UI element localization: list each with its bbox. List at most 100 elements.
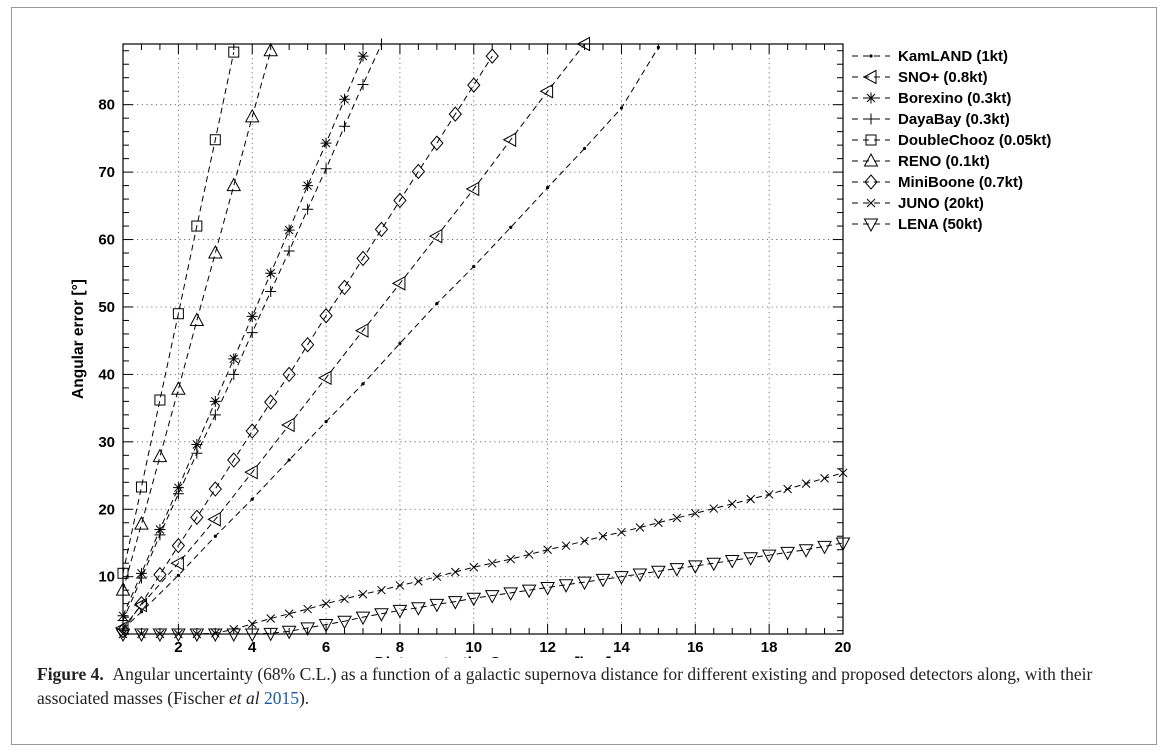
angular-error-chart: 2 4 6 8 10 12 14 16 18 20 10 20 30 40 50 60 70 80 Distance…: [70, 36, 1051, 658]
y-tick-label: 50: [98, 299, 115, 316]
legend-marker-borexino: [865, 92, 877, 104]
caption-et-al: et al: [228, 688, 260, 708]
data-point-kamland: [250, 497, 254, 501]
data-point-reno: [171, 381, 186, 395]
data-point-juno: [469, 562, 479, 572]
data-point-lena: [761, 549, 777, 564]
x-tick-label: 8: [396, 639, 404, 656]
data-point-sno: [391, 276, 406, 291]
series-juno: [118, 468, 848, 639]
data-point-lena: [429, 598, 445, 613]
data-point-kamland: [361, 382, 365, 386]
data-point-lena: [392, 604, 408, 619]
series-kamland: [121, 45, 660, 631]
citation-year-link[interactable]: 2015: [263, 688, 299, 708]
data-point-borexino: [339, 93, 351, 105]
axis-ticks: [123, 44, 843, 634]
data-point-juno: [690, 508, 700, 518]
data-point-sno: [244, 464, 258, 480]
x-tick-label: 12: [539, 639, 556, 656]
data-point-kamland: [213, 534, 217, 538]
data-point-dayabay: [154, 529, 166, 541]
data-point-juno: [580, 536, 589, 546]
data-point-sno: [428, 228, 443, 244]
figure-frame: 2 4 6 8 10 12 14 16 18 20 10 20 30 40 50 60 70 80 Distance…: [11, 7, 1157, 745]
legend: KamLAND (1kt) SNO+ (0.8kt) Borexino (0.3kt…: [852, 48, 1051, 233]
data-point-juno: [801, 479, 811, 488]
data-point-borexino: [357, 50, 369, 62]
data-point-doublechooz: [191, 220, 203, 232]
legend-label-sno: SNO+ (0.8kt): [898, 69, 988, 86]
x-tick-label: 2: [174, 639, 182, 656]
data-point-lena: [743, 552, 759, 566]
legend-label-lena: LENA (50kt): [898, 216, 982, 233]
x-tick-label: 16: [687, 639, 704, 656]
data-point-sno: [502, 132, 517, 148]
data-point-lena: [724, 555, 740, 569]
data-point-lena: [207, 628, 223, 642]
data-point-lena: [189, 628, 205, 642]
data-point-miniboone: [300, 336, 315, 353]
data-point-sno: [207, 512, 221, 527]
data-point-kamland: [176, 573, 180, 577]
figure-caption: Figure 4. Angular uncertainty (68% C.L.)…: [37, 662, 1137, 710]
legend-label-juno: JUNO (20kt): [898, 195, 984, 212]
data-point-lena: [115, 628, 131, 642]
data-point-lena: [817, 540, 832, 555]
data-point-reno: [152, 448, 168, 463]
legend-marker-doublechooz: [865, 134, 877, 146]
data-point-lena: [503, 587, 519, 601]
data-point-kamland: [287, 458, 291, 462]
data-point-dayabay: [228, 368, 240, 380]
caption-text-end: ).: [298, 688, 310, 708]
data-point-kamland: [472, 264, 476, 269]
data-point-sno: [318, 370, 332, 386]
data-point-dayabay: [265, 285, 277, 297]
data-point-miniboone: [356, 250, 370, 267]
data-point-lena: [411, 602, 426, 616]
data-point-lena: [558, 579, 574, 593]
x-axis-label: Distance to the Supernova [kpc]: [375, 655, 612, 658]
series-doublechooz: [117, 46, 240, 579]
data-point-miniboone: [337, 279, 352, 296]
data-point-miniboone: [411, 163, 426, 180]
data-point-juno: [321, 599, 331, 609]
x-tick-label: 6: [322, 639, 330, 656]
data-point-miniboone: [374, 221, 389, 238]
data-point-lena: [780, 546, 795, 561]
data-point-juno: [820, 473, 829, 483]
data-point-dayabay: [357, 78, 369, 90]
data-point-juno: [303, 604, 312, 614]
data-point-lena: [337, 615, 352, 630]
x-tick-label: 18: [761, 639, 778, 656]
series-sno: [115, 36, 591, 636]
data-point-lena: [318, 619, 334, 633]
data-point-dayabay: [191, 447, 203, 459]
x-tick-label: 4: [248, 639, 257, 656]
x-tick-label: 20: [835, 639, 852, 656]
data-point-juno: [414, 577, 423, 586]
data-point-doublechooz: [135, 481, 147, 493]
data-point-kamland: [546, 186, 550, 190]
data-point-dayabay: [375, 38, 387, 50]
data-point-borexino: [283, 224, 295, 236]
series-line-reno: [122, 50, 272, 591]
legend-label-reno: RENO (0.1kt): [898, 153, 990, 170]
data-point-lena: [447, 596, 463, 610]
data-point-juno: [561, 541, 571, 551]
data-point-doublechooz: [209, 134, 221, 146]
legend-marker-juno: [866, 198, 876, 208]
x-tick-label: 14: [613, 639, 630, 656]
data-point-juno: [838, 468, 848, 478]
legend-marker-lena: [863, 218, 879, 233]
grid: [123, 44, 843, 634]
data-point-sno: [281, 417, 295, 433]
data-point-reno: [226, 177, 242, 192]
legend-marker-reno: [863, 152, 879, 167]
data-point-lena: [281, 625, 297, 640]
data-point-reno: [134, 516, 149, 530]
series-borexino: [117, 50, 369, 622]
series-line-borexino: [122, 55, 364, 616]
data-point-miniboone: [190, 509, 204, 526]
y-axis-label: Angular error [°]: [70, 279, 87, 399]
